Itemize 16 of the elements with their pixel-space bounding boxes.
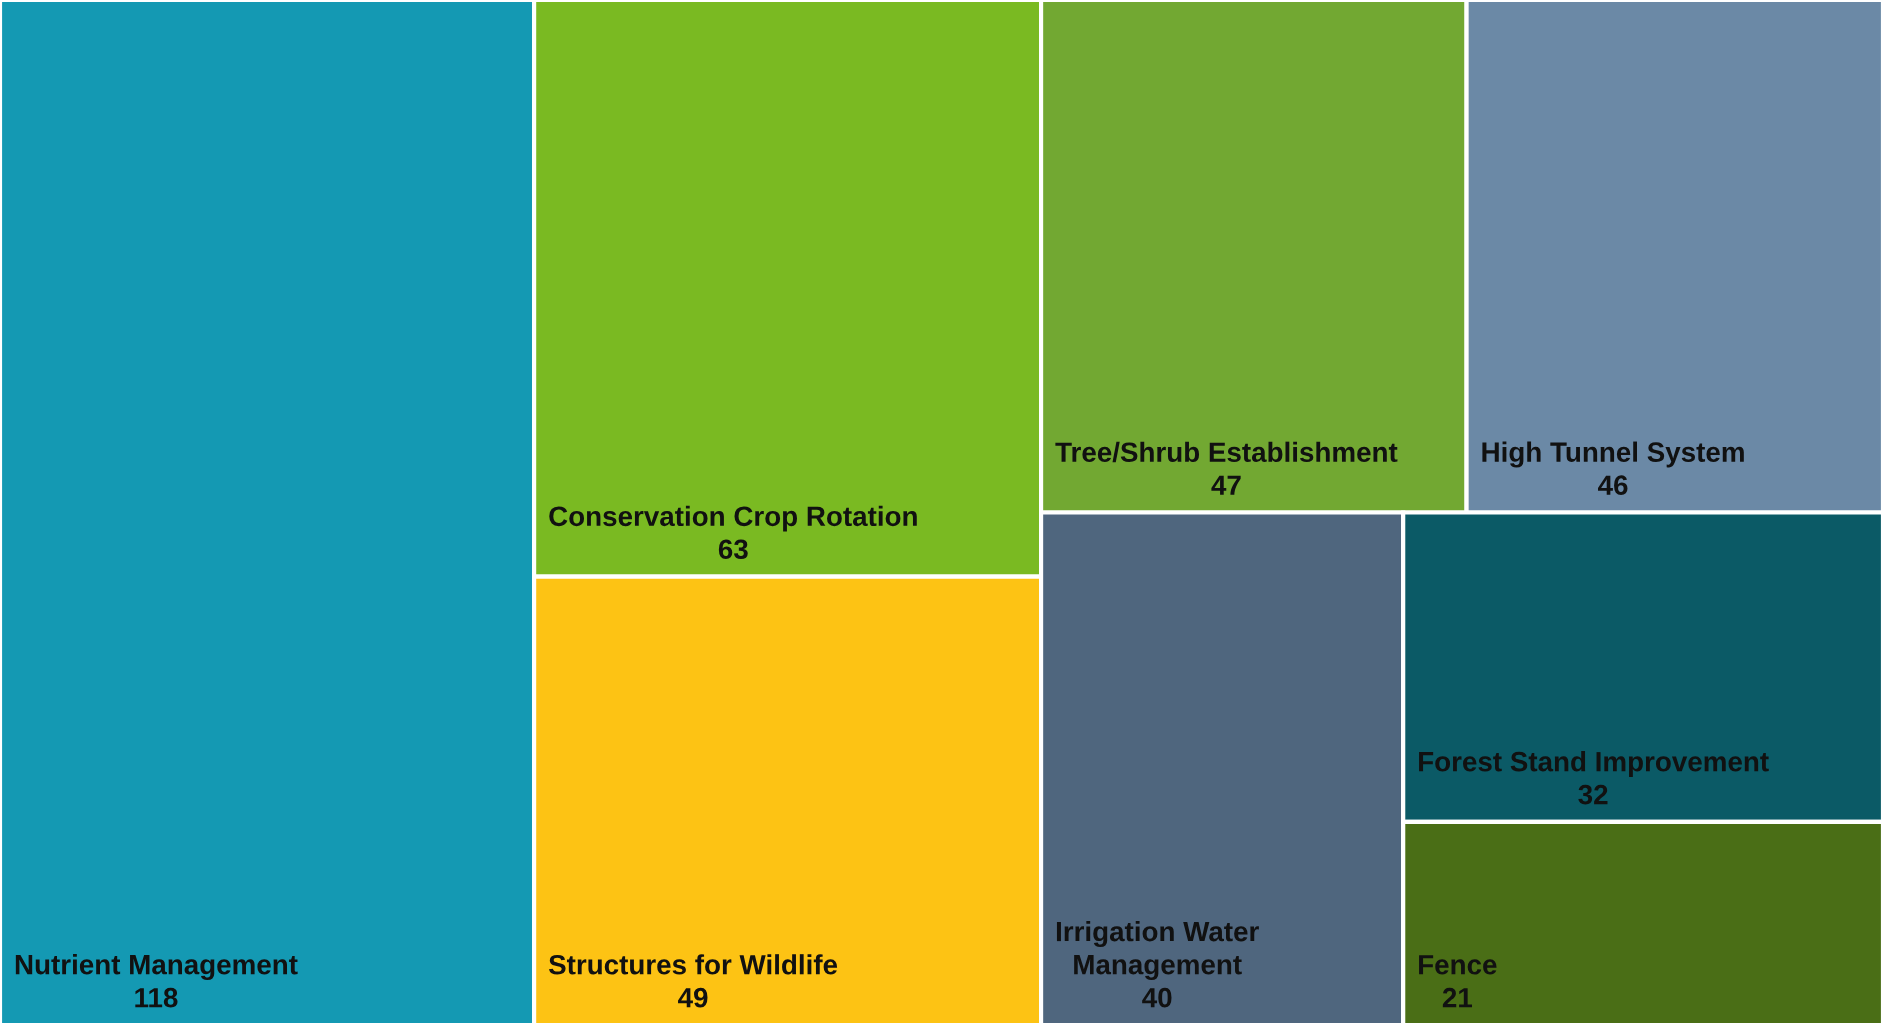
data-label: 63 xyxy=(718,539,748,560)
category-label: Irrigation Water Management xyxy=(1056,920,1259,981)
category-label: Structures for Wildlife xyxy=(548,954,838,975)
category-label: Tree/Shrub Establishment xyxy=(1055,441,1398,463)
data-label: 46 xyxy=(1598,475,1628,496)
category-label: Fence xyxy=(1419,955,1497,975)
data-label: 49 xyxy=(678,987,708,1008)
data-label: 21 xyxy=(1442,987,1473,1008)
category-label: High Tunnel System xyxy=(1482,441,1744,468)
category-label: Nutrient Management xyxy=(15,954,298,981)
data-label: 118 xyxy=(135,987,178,1008)
data-label: 47 xyxy=(1211,475,1241,495)
category-label: Forest Stand Improvement xyxy=(1419,751,1769,777)
data-label: 32 xyxy=(1578,784,1608,805)
data-label: 40 xyxy=(1142,987,1172,1008)
category-label: Conservation Crop Rotation xyxy=(549,505,917,532)
